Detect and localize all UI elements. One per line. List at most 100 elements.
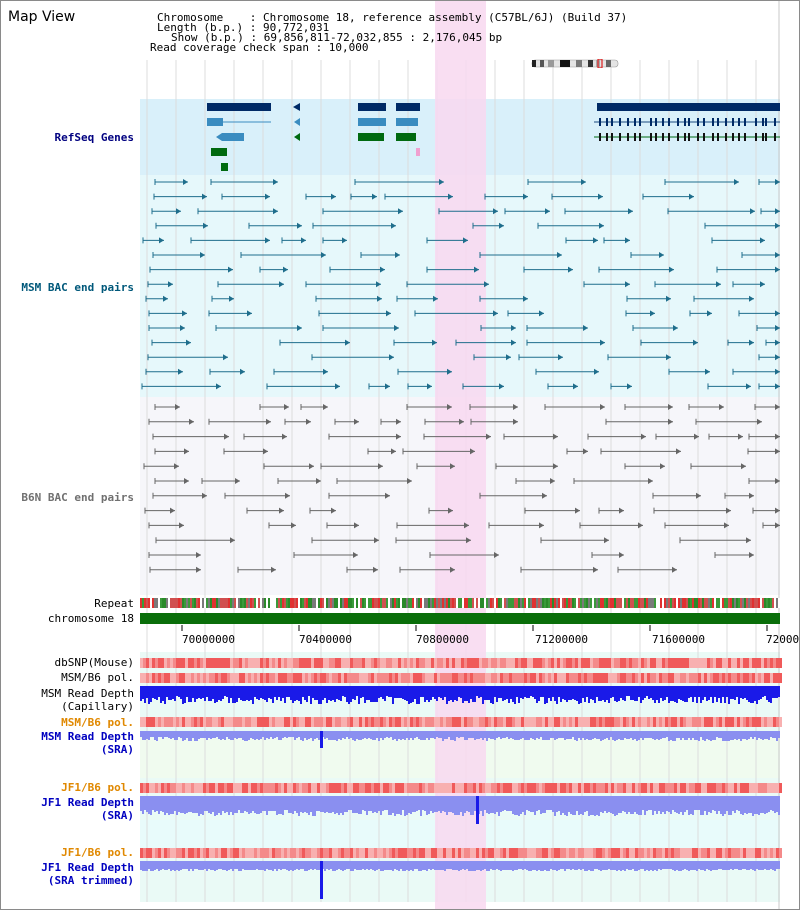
snp-heat: [479, 848, 482, 858]
snp-heat: [383, 848, 386, 858]
bac-end-arrow: [179, 522, 184, 529]
snp-heat: [377, 848, 380, 858]
read-depth-bar: [252, 731, 254, 739]
read-depth-bar: [530, 686, 532, 696]
read-depth-bar: [304, 731, 306, 738]
repeat-mark: [438, 598, 440, 608]
bac-end-arrow: [669, 266, 674, 273]
read-depth-bar: [370, 861, 372, 869]
snp-heat: [542, 658, 545, 668]
snp-heat: [308, 658, 311, 668]
snp-heat: [776, 658, 779, 668]
snp-heat: [140, 658, 143, 668]
read-depth-bar: [158, 686, 160, 697]
read-depth-bar: [348, 731, 350, 739]
read-depth-bar: [514, 686, 516, 704]
repeat-mark: [368, 598, 370, 608]
read-depth-bar: [354, 686, 356, 700]
snp-heat: [665, 848, 668, 858]
read-depth-bar: [776, 686, 778, 698]
snp-heat: [752, 658, 755, 668]
read-depth-bar: [514, 861, 516, 870]
read-depth-bar: [754, 731, 756, 737]
read-depth-bar: [514, 731, 516, 740]
repeat-mark: [720, 598, 722, 608]
read-depth-bar: [434, 686, 436, 699]
snp-heat: [740, 673, 743, 683]
read-depth-bar: [232, 686, 234, 703]
snp-heat: [206, 673, 209, 683]
bac-end-arrow: [291, 522, 296, 529]
repeat-mark: [264, 598, 266, 608]
read-depth-bar: [302, 686, 304, 697]
repeat-mark: [542, 598, 544, 608]
snp-heat: [335, 658, 338, 668]
snp-heat: [257, 717, 260, 727]
snp-heat: [698, 717, 701, 727]
read-depth-bar: [288, 861, 290, 871]
read-depth-bar: [534, 731, 536, 740]
snp-heat: [536, 673, 539, 683]
snp-heat: [659, 717, 662, 727]
read-depth-bar: [198, 796, 200, 816]
bac-end-arrow: [775, 310, 780, 317]
exon-mark: [650, 118, 652, 126]
snp-heat: [773, 848, 776, 858]
read-depth-bar: [156, 796, 158, 811]
read-depth-bar: [652, 686, 654, 700]
snp-heat: [359, 717, 362, 727]
snp-heat: [320, 658, 323, 668]
snp-heat: [221, 848, 224, 858]
read-depth-bar: [652, 861, 654, 871]
snp-heat: [179, 717, 182, 727]
repeat-mark: [308, 598, 310, 608]
repeat-mark: [764, 598, 766, 608]
read-depth-bar: [280, 686, 282, 701]
read-depth-bar: [364, 796, 366, 811]
read-depth-bar: [570, 686, 572, 700]
read-depth-bar: [514, 796, 516, 815]
read-depth-bar: [568, 686, 570, 700]
repeat-mark: [270, 598, 272, 608]
snp-heat: [752, 673, 755, 683]
repeat-mark: [376, 598, 378, 608]
repeat-mark: [248, 598, 250, 608]
snp-heat: [755, 658, 758, 668]
snp-heat: [440, 717, 443, 727]
snp-heat: [569, 848, 572, 858]
snp-heat: [197, 848, 200, 858]
read-depth-bar: [754, 686, 756, 701]
read-depth-bar: [556, 796, 558, 812]
read-depth-bar: [448, 686, 450, 701]
repeat-mark: [514, 598, 516, 608]
read-depth-bar: [454, 731, 456, 741]
read-depth-bar: [620, 861, 622, 871]
read-depth-bar: [498, 731, 500, 737]
bac-end-arrow: [224, 433, 229, 440]
snp-heat: [485, 658, 488, 668]
bac-end-arrow: [775, 383, 780, 390]
repeat-mark: [612, 598, 614, 608]
snp-heat: [719, 673, 722, 683]
read-depth-bar: [418, 861, 420, 871]
repeat-mark: [166, 598, 168, 608]
chromosome-ideogram[interactable]: [530, 53, 620, 69]
read-depth-bar: [670, 731, 672, 740]
read-depth-bar: [220, 861, 222, 869]
read-depth-bar: [416, 796, 418, 811]
exon-mark: [668, 133, 670, 141]
repeat-mark: [700, 598, 702, 608]
snp-heat: [356, 783, 359, 793]
gene-block: [207, 118, 223, 126]
bac-end-arrow: [523, 295, 528, 302]
read-depth-bar: [502, 861, 504, 870]
read-depth-bar: [566, 861, 568, 869]
read-depth-bar: [436, 686, 438, 701]
snp-heat: [548, 658, 551, 668]
bac-end-arrow: [200, 252, 205, 258]
snp-heat: [545, 658, 548, 668]
read-depth-bar: [200, 796, 202, 814]
gene-block: [396, 118, 418, 126]
repeat-mark: [642, 598, 644, 608]
